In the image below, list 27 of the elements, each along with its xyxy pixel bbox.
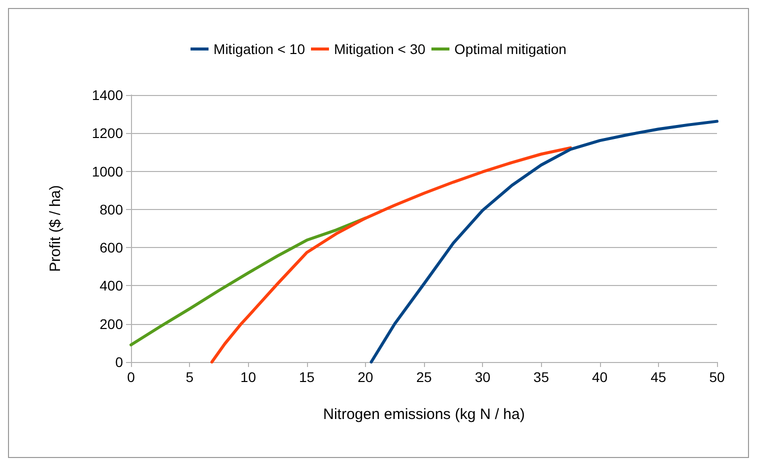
x-tick-label: 15 xyxy=(299,369,315,385)
x-tick-label: 0 xyxy=(127,369,136,385)
y-tick-label: 400 xyxy=(100,278,124,294)
line-series xyxy=(130,216,367,346)
y-tick-label: 800 xyxy=(100,201,124,218)
y-tick-label: 1200 xyxy=(92,125,124,142)
x-tick-label: 5 xyxy=(186,369,194,385)
x-tick-label: 20 xyxy=(358,369,374,385)
x-tick-label: 40 xyxy=(592,369,608,385)
legend-label: Optimal mitigation xyxy=(454,41,566,57)
x-tick-label: 35 xyxy=(533,369,550,385)
y-tick-label: 1400 xyxy=(92,87,124,103)
y-tick-label: 200 xyxy=(100,316,124,332)
x-tick-label: 30 xyxy=(474,369,491,385)
x-axis-title: Nitrogen emissions (kg N / ha) xyxy=(323,406,525,423)
x-tick-label: 45 xyxy=(650,369,666,385)
x-tick-label: 25 xyxy=(416,369,432,385)
legend-label: Mitigation < 10 xyxy=(214,41,306,57)
x-tick-label: 50 xyxy=(709,369,725,385)
x-tick-label: 10 xyxy=(240,369,256,385)
legend-label: Mitigation < 30 xyxy=(334,41,426,57)
y-tick-label: 1000 xyxy=(92,163,124,180)
line-series xyxy=(210,146,572,364)
y-tick-label: 600 xyxy=(100,240,124,256)
line-series xyxy=(370,120,718,364)
y-tick-label: 0 xyxy=(115,354,124,370)
y-axis-title: Profit ($ / ha) xyxy=(47,185,64,272)
